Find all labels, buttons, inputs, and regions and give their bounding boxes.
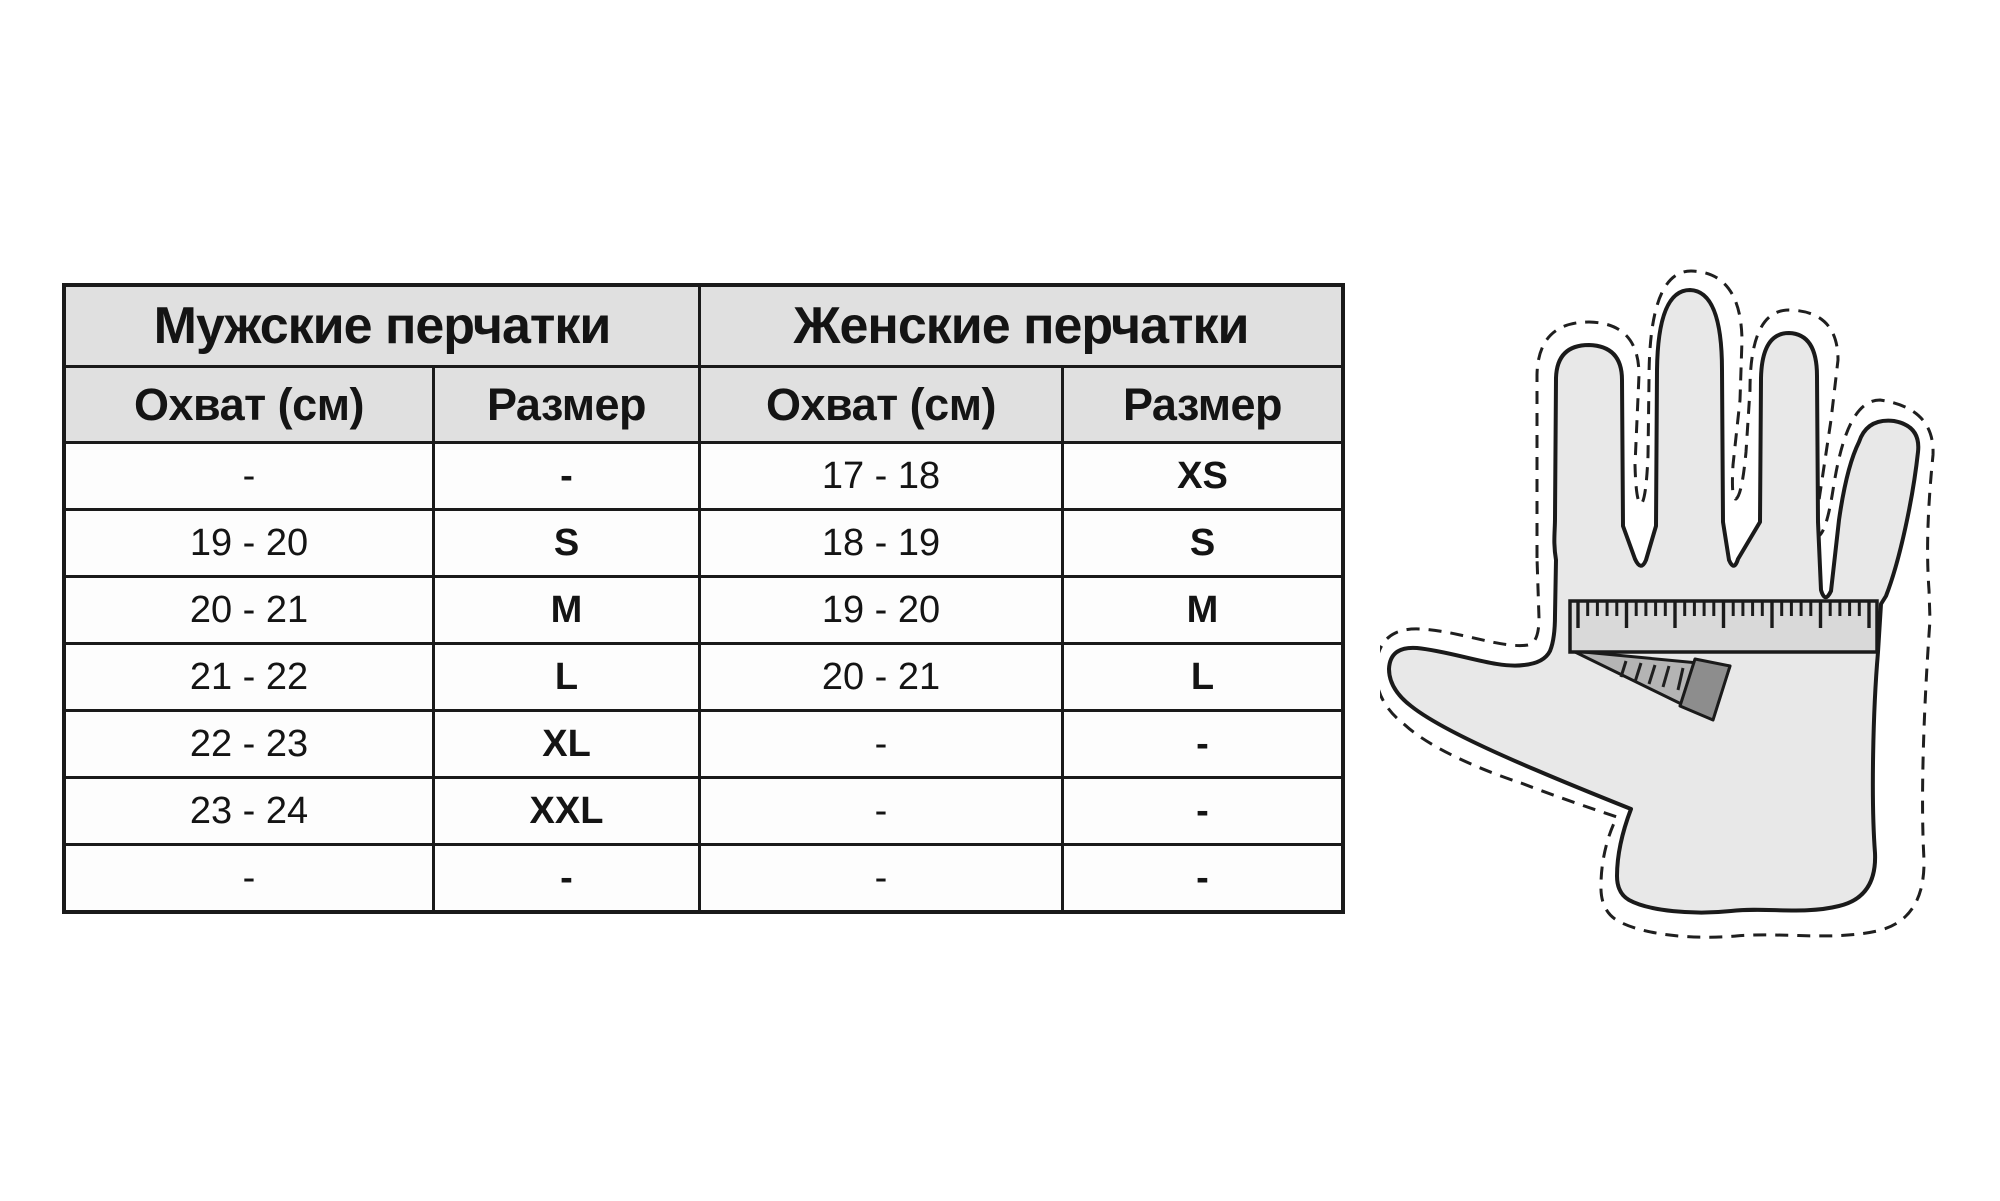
table-cell: - xyxy=(701,712,1061,776)
table-cell: 20 - 21 xyxy=(701,645,1061,709)
table-cell: M xyxy=(1064,578,1341,642)
table-cell: - xyxy=(66,444,432,508)
table-cell: S xyxy=(435,511,698,575)
table-cell: XXL xyxy=(435,779,698,843)
table-cell: - xyxy=(1064,846,1341,910)
men-gloves-header: Мужские перчатки xyxy=(66,287,698,365)
table-cell: 17 - 18 xyxy=(701,444,1061,508)
women-gloves-header: Женские перчатки xyxy=(701,287,1341,365)
table-cell: 19 - 20 xyxy=(701,578,1061,642)
table-cell: 23 - 24 xyxy=(66,779,432,843)
glove-dashed-outline xyxy=(1380,269,1935,939)
table-cell: XL xyxy=(435,712,698,776)
table-cell: 21 - 22 xyxy=(66,645,432,709)
table-cell: - xyxy=(435,846,698,910)
glove-size-table: Мужские перчатки Женские перчатки Охват … xyxy=(62,283,1345,914)
hand-with-measuring-tape-icon xyxy=(1380,269,1935,939)
table-cell: - xyxy=(701,779,1061,843)
table-cell: 20 - 21 xyxy=(66,578,432,642)
table-cell: - xyxy=(1064,712,1341,776)
women-size-column-header: Размер xyxy=(1064,368,1341,441)
tape-loose-end xyxy=(1571,649,1732,722)
hand-measurement-illustration xyxy=(1380,260,1960,940)
table-cell: 19 - 20 xyxy=(66,511,432,575)
table-cell: M xyxy=(435,578,698,642)
table-cell: - xyxy=(701,846,1061,910)
tape-end-tip xyxy=(1678,657,1732,722)
table-cell: S xyxy=(1064,511,1341,575)
women-circumference-column-header: Охват (см) xyxy=(701,368,1061,441)
measuring-tape-band xyxy=(1568,599,1879,654)
men-circumference-column-header: Охват (см) xyxy=(66,368,432,441)
table-cell: 18 - 19 xyxy=(701,511,1061,575)
table-cell: 22 - 23 xyxy=(66,712,432,776)
table-cell: L xyxy=(1064,645,1341,709)
table-cell: XS xyxy=(1064,444,1341,508)
men-size-column-header: Размер xyxy=(435,368,698,441)
table-cell: - xyxy=(1064,779,1341,843)
table-cell: L xyxy=(435,645,698,709)
table-cell: - xyxy=(435,444,698,508)
table-cell: - xyxy=(66,846,432,910)
